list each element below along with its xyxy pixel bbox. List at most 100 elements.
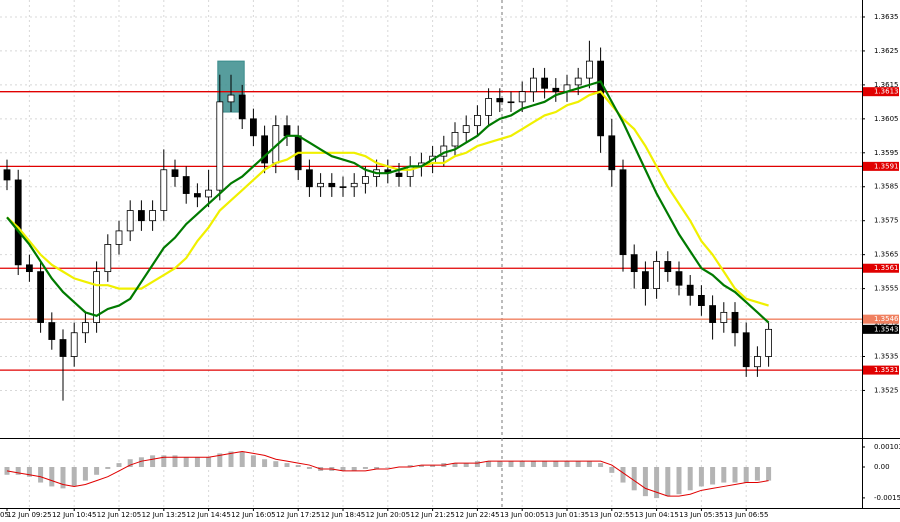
macd-bar — [721, 467, 727, 483]
macd-bar — [217, 453, 223, 468]
macd-bar — [273, 461, 279, 468]
macd-bar — [463, 463, 469, 468]
x-tick-label: 12 Jun 21:25 — [410, 511, 454, 519]
candle-body — [261, 135, 269, 164]
macd-bar — [710, 467, 716, 485]
candle-body — [149, 210, 157, 222]
macd-bar — [620, 467, 626, 483]
y-tick-label: 1.3635 — [874, 13, 899, 21]
macd-bar — [676, 467, 682, 495]
macd-bar — [385, 467, 391, 468]
macd-bar — [575, 461, 581, 468]
candle-body — [574, 77, 582, 86]
macd-bar — [519, 461, 525, 468]
macd-bar — [586, 461, 592, 468]
macd-bar — [665, 467, 671, 497]
macd-bar — [206, 457, 212, 468]
candle-body — [552, 87, 560, 93]
macd-bar — [564, 461, 570, 468]
macd-tick-label: 0.00 — [874, 463, 890, 471]
macd-bar — [766, 467, 772, 481]
level-label: 1.3531 — [874, 366, 899, 374]
macd-bar — [474, 461, 480, 468]
macd-bar — [654, 467, 660, 499]
last-price-box — [863, 324, 899, 334]
candle-body — [518, 91, 526, 103]
macd-bar — [698, 467, 704, 487]
y-tick-label: 1.3565 — [874, 251, 899, 259]
candle-body — [462, 125, 470, 133]
candle-body — [339, 186, 347, 188]
x-tick-label: 12 Jun 13:25 — [142, 511, 186, 519]
macd-bar — [284, 463, 290, 468]
candle-body — [205, 189, 213, 198]
x-tick-label: 13 Jun 04:15 — [634, 511, 678, 519]
macd-bar — [150, 455, 156, 468]
candle-body — [361, 176, 369, 184]
candle-body — [193, 193, 201, 198]
macd-bar — [71, 467, 77, 487]
candle-body — [137, 210, 145, 222]
candle-body — [350, 182, 358, 188]
candle-body — [653, 261, 660, 290]
candle-body — [328, 182, 336, 188]
macd-bar — [407, 465, 413, 468]
macd-bar — [183, 457, 189, 468]
candle-body — [686, 284, 694, 296]
x-tick-label: 12 Jun 17:25 — [276, 511, 320, 519]
candle-body — [485, 98, 493, 116]
macd-bar — [161, 455, 167, 468]
macd-bar — [530, 461, 536, 468]
candle-body — [597, 60, 604, 137]
macd-bar — [642, 467, 648, 497]
macd-tick-label: 0.00103 — [874, 443, 900, 451]
candle-body — [104, 244, 112, 273]
macd-bar — [631, 467, 637, 491]
macd-bar — [430, 465, 436, 468]
candle-body — [720, 311, 728, 323]
candle-body — [249, 118, 257, 137]
macd-bar — [250, 455, 256, 468]
candle-body — [754, 356, 761, 368]
macd-bar — [497, 461, 503, 468]
candle-body — [698, 294, 705, 306]
candle-body — [305, 169, 313, 188]
macd-bar — [609, 467, 615, 473]
y-tick-label: 1.3595 — [874, 149, 899, 157]
macd-bar — [553, 461, 559, 468]
macd-tick-label: -0.00159 — [874, 494, 900, 502]
level-label-box — [863, 87, 899, 97]
y-tick-label: 1.3605 — [874, 115, 899, 123]
level-label-box — [863, 263, 899, 273]
macd-bar — [306, 467, 312, 469]
macd-bar — [598, 463, 604, 468]
level-label-box — [863, 161, 899, 171]
macd-bar — [362, 467, 368, 469]
y-tick-label: 1.3555 — [874, 285, 899, 293]
candle-body — [507, 101, 515, 104]
y-tick-label: 1.3585 — [874, 183, 899, 191]
candle-body — [3, 169, 11, 181]
candle-body — [238, 94, 246, 120]
candle-body — [227, 94, 235, 103]
last-price-label: 1.3543 — [874, 325, 899, 333]
level-label: 1.3591 — [874, 162, 899, 170]
x-tick-label: 12 Jun 22:45 — [455, 511, 499, 519]
macd-bar — [374, 467, 380, 469]
candle-body — [541, 77, 548, 89]
level-label: 1.3613 — [874, 88, 899, 96]
candle-body — [496, 98, 504, 103]
candle-body — [608, 135, 616, 171]
candle-body — [216, 101, 224, 191]
x-tick-label: 12 Jun 09:25 — [7, 511, 51, 519]
candle-body — [664, 261, 672, 273]
candle-body — [126, 210, 134, 232]
macd-bar — [486, 461, 492, 468]
macd-bar — [172, 455, 178, 468]
y-tick-label: 1.3625 — [874, 47, 899, 55]
macd-bar — [452, 463, 458, 468]
candle-body — [619, 169, 627, 256]
macd-bar — [60, 467, 66, 489]
x-tick-label: 12 Jun 14:45 — [186, 511, 230, 519]
